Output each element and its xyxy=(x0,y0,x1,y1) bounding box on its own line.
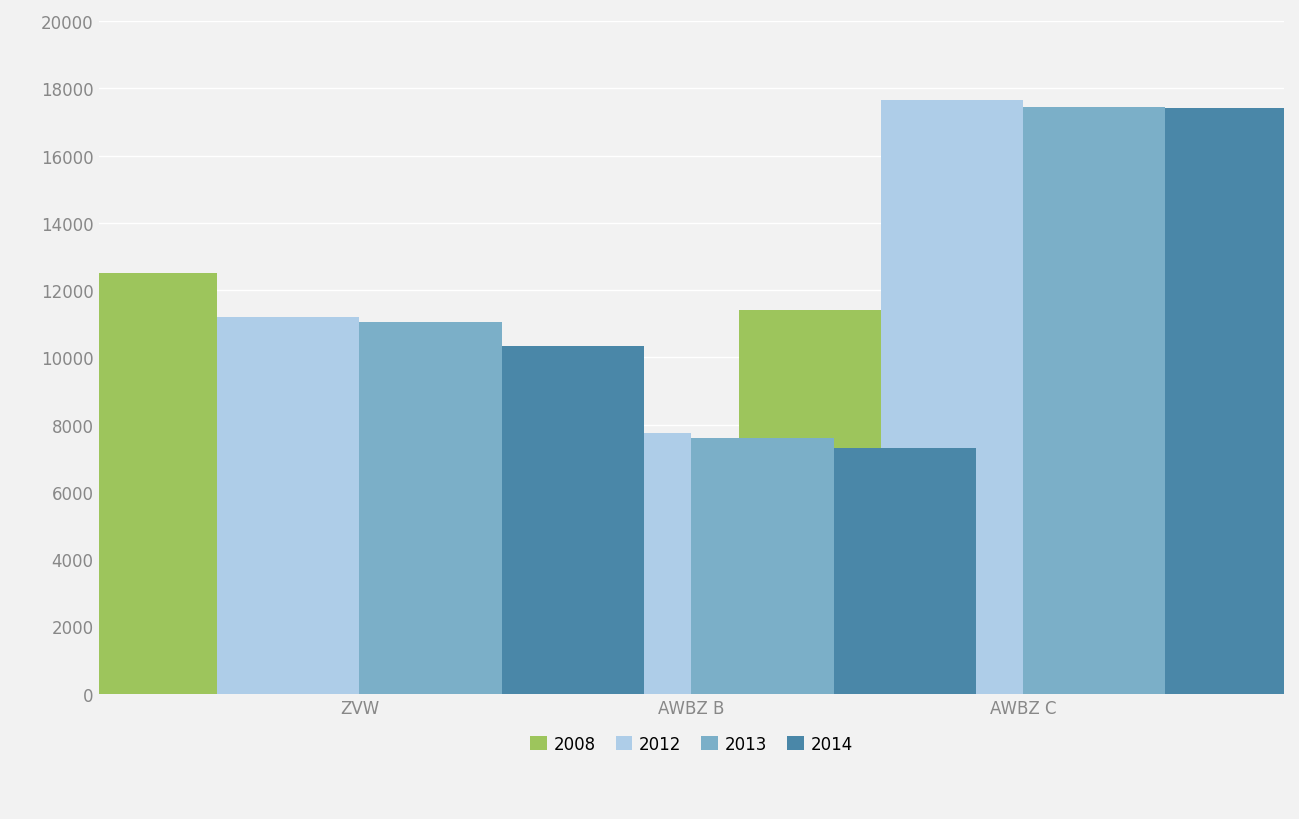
Bar xyxy=(691,438,834,694)
Bar xyxy=(881,101,1024,694)
Bar xyxy=(75,274,217,694)
Bar xyxy=(549,433,691,694)
Bar xyxy=(360,323,501,694)
Bar xyxy=(739,311,881,694)
Bar xyxy=(834,449,976,694)
Bar xyxy=(1165,109,1299,694)
Bar xyxy=(217,318,360,694)
Legend: 2008, 2012, 2013, 2014: 2008, 2012, 2013, 2014 xyxy=(523,728,859,759)
Bar xyxy=(407,415,549,694)
Bar xyxy=(501,346,644,694)
Bar xyxy=(1024,107,1165,694)
